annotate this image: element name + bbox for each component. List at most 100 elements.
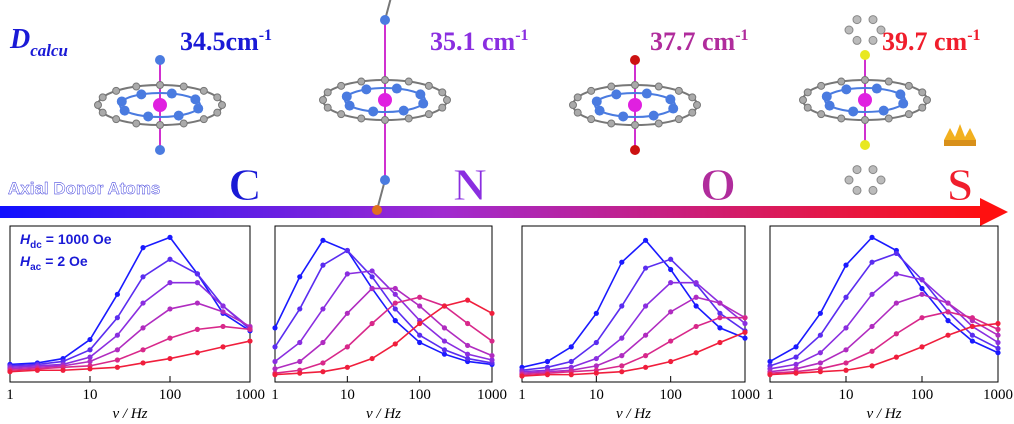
series-line <box>770 274 998 369</box>
arrow-head <box>980 198 1008 226</box>
data-point <box>489 311 494 316</box>
n-atom <box>595 106 605 116</box>
ring-atom <box>358 115 365 122</box>
data-point <box>869 292 874 297</box>
x-tick-label: 100 <box>159 387 182 403</box>
data-point <box>140 274 145 279</box>
data-point <box>345 311 350 316</box>
header-symbol: D <box>9 24 30 55</box>
data-point <box>668 280 673 285</box>
series-line <box>275 251 492 363</box>
data-point <box>220 303 225 308</box>
n-atom <box>193 104 203 114</box>
x-tick-label: 1000 <box>983 387 1013 403</box>
ring-atom <box>200 87 207 94</box>
series-line <box>275 300 492 374</box>
ring-atom <box>608 120 615 127</box>
n-atom <box>368 106 378 116</box>
ring-atom <box>214 94 221 101</box>
data-point <box>945 318 950 323</box>
d-value-exponent: -1 <box>259 27 272 44</box>
data-point <box>167 257 172 262</box>
ring-atom <box>862 117 869 124</box>
n-atom <box>415 89 425 99</box>
x-tick-label: 100 <box>408 387 431 403</box>
series-line <box>10 259 250 366</box>
data-point <box>489 338 494 343</box>
data-point <box>167 336 172 341</box>
ring-atom <box>655 120 662 127</box>
data-point <box>894 271 899 276</box>
n-atom <box>167 89 177 99</box>
data-point <box>818 350 823 355</box>
d-value-number: 35.1 cm <box>430 27 516 56</box>
data-point <box>919 344 924 349</box>
ligand-atom <box>372 205 382 215</box>
data-point <box>668 338 673 343</box>
annotation-text: = 2 Oe <box>45 253 88 269</box>
series-line <box>10 303 250 369</box>
chart-panel: 1101001000ν / Hz <box>271 226 507 422</box>
axial-atom <box>860 50 870 60</box>
data-point <box>140 300 145 305</box>
data-point <box>694 303 699 308</box>
data-point <box>619 363 624 368</box>
x-tick-label: 100 <box>659 387 682 403</box>
phenyl-atom <box>869 166 877 174</box>
data-point <box>742 330 747 335</box>
data-point <box>195 350 200 355</box>
data-point <box>970 324 975 329</box>
x-tick-label: 10 <box>839 387 854 403</box>
data-point <box>619 303 624 308</box>
data-point <box>272 359 277 364</box>
n-atom <box>345 101 355 111</box>
data-point <box>442 303 447 308</box>
data-point <box>843 263 848 268</box>
x-tick-label: 1 <box>6 387 14 403</box>
data-point <box>489 353 494 358</box>
data-point <box>717 340 722 345</box>
data-point <box>619 353 624 358</box>
data-point <box>417 333 422 338</box>
n-atom <box>825 101 835 111</box>
data-point <box>320 263 325 268</box>
data-point <box>140 245 145 250</box>
phenyl-atom <box>853 186 861 194</box>
ring-atom <box>675 87 682 94</box>
phenyl-atom <box>845 26 853 34</box>
data-point <box>945 333 950 338</box>
data-point <box>894 355 899 360</box>
ring-atom <box>818 82 825 89</box>
ring-atom <box>324 104 331 111</box>
n-atom <box>392 84 402 94</box>
n-atom <box>143 111 153 121</box>
donor-atom: O <box>700 159 736 210</box>
data-point <box>694 280 699 285</box>
data-point <box>167 356 172 361</box>
data-point <box>843 360 848 365</box>
data-point <box>694 324 699 329</box>
d-value-number: 39.7 cm <box>882 27 968 56</box>
data-point <box>115 347 120 352</box>
metal-atom <box>378 93 392 107</box>
data-point <box>140 325 145 330</box>
data-point <box>442 347 447 352</box>
series-line <box>522 283 745 372</box>
data-point <box>465 352 470 357</box>
data-point <box>919 277 924 282</box>
data-point <box>742 315 747 320</box>
data-point <box>115 365 120 370</box>
data-point <box>115 333 120 338</box>
data-point <box>818 333 823 338</box>
data-point <box>643 333 648 338</box>
data-point <box>519 373 524 378</box>
data-point <box>594 311 599 316</box>
phenyl-atom <box>869 36 877 44</box>
n-atom <box>136 89 146 99</box>
ring-atom <box>439 89 446 96</box>
data-point <box>417 321 422 326</box>
data-point <box>320 340 325 345</box>
ring-atom <box>862 77 869 84</box>
data-point <box>818 311 823 316</box>
n-atom <box>879 106 889 116</box>
